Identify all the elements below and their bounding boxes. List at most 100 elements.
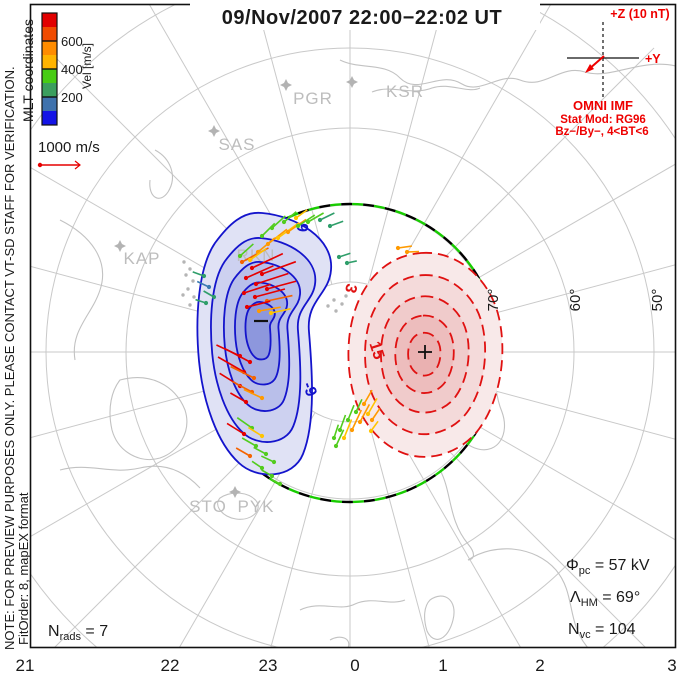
- velocity-vector-tail: [246, 300, 271, 308]
- imf-source-label: OMNI IMF: [573, 98, 633, 113]
- velocity-vector-dot: [268, 310, 274, 316]
- reference-vector-arrowhead: [74, 160, 81, 170]
- imf-model-label: Stat Mod: RG96: [560, 114, 646, 126]
- station-marker-icon: [208, 125, 220, 137]
- velocity-vector-dot: [368, 428, 374, 434]
- velocity-vector-tail: [283, 211, 297, 223]
- mlt-label-23: 23: [259, 656, 278, 674]
- velocity-vector-dot: [285, 229, 291, 235]
- unfit-data-dot: [186, 287, 190, 291]
- velocity-vector-dot: [341, 435, 347, 441]
- station-label-pyk: PYK: [237, 497, 274, 516]
- velocity-vector-dot: [327, 223, 333, 229]
- unfit-data-dot: [191, 279, 195, 283]
- mlt-meridian: [384, 5, 551, 292]
- colorbar-segment: [42, 69, 57, 83]
- velocity-vector-dot: [241, 431, 247, 437]
- unfit-data-dot: [182, 260, 186, 264]
- colorbar-segments: [42, 13, 57, 125]
- velocity-vector-dot: [263, 451, 269, 457]
- velocity-vector-tail: [335, 429, 345, 447]
- velocity-vector-dot: [317, 217, 323, 223]
- velocity-vector-dot: [253, 443, 259, 449]
- velocity-vector-dot: [365, 411, 371, 417]
- velocity-vector-dot: [269, 225, 275, 231]
- velocity-vector-dot: [361, 401, 367, 407]
- velocity-vector-tail: [243, 388, 263, 399]
- velocity-vector-tail: [371, 407, 381, 421]
- station-marker-icon: [280, 79, 292, 91]
- velocity-vector-tail: [249, 247, 267, 261]
- velocity-vector-tail: [258, 306, 281, 312]
- unfit-data-dot: [340, 302, 344, 306]
- velocity-vector-tail: [243, 283, 271, 294]
- velocity-vector-tail: [239, 243, 254, 257]
- velocity-vector-tail: [235, 447, 251, 457]
- negative-potential-contour: [244, 300, 276, 361]
- velocity-vector-dot: [404, 249, 410, 255]
- unfit-data-dot: [188, 267, 192, 271]
- fit-order-note: FitOrder: 8, mapEX format: [16, 492, 31, 645]
- unfit-data-dot: [334, 309, 338, 313]
- plot-title: 09/Nov/2007 22:00−22:02 UT: [222, 7, 502, 29]
- colorbar-segment: [42, 111, 57, 125]
- velocity-vector-dot: [295, 223, 301, 229]
- mlt-coordinates-note: MLT coordinates: [20, 19, 36, 122]
- colorbar-tick-200: 200: [61, 90, 83, 105]
- velocity-vector-tail: [307, 212, 324, 223]
- velocity-vector-tail: [271, 215, 286, 229]
- station-marker-icon: [114, 240, 126, 252]
- velocity-vector-dot: [239, 259, 245, 265]
- velocity-vector-dot: [269, 473, 275, 479]
- hm-boundary-latitude: ΛHM = 69°: [570, 589, 640, 609]
- velocity-vector-dot: [265, 241, 271, 247]
- velocity-vector-tail: [347, 404, 355, 421]
- mlt-label-22: 22: [161, 656, 180, 674]
- contour-label: 15: [365, 340, 387, 362]
- lat-label-70: 70°: [485, 289, 502, 312]
- velocity-vector-tail: [297, 214, 316, 227]
- velocity-vector-dot: [252, 294, 258, 300]
- nrads-value: Nrads = 7: [48, 623, 108, 643]
- velocity-vector-tail: [397, 245, 412, 249]
- station-label-sas: SAS: [218, 135, 255, 154]
- unfit-data-dot: [184, 273, 188, 277]
- velocity-vector-tail: [329, 220, 344, 227]
- colorbar-tick-400: 400: [61, 62, 83, 77]
- velocity-vector-tail: [224, 348, 251, 363]
- colorbar-segment: [42, 41, 57, 55]
- station-marker-icon: [346, 76, 358, 88]
- reference-vector-label: 1000 m/s: [38, 139, 100, 156]
- velocity-vector-tail: [226, 422, 245, 435]
- velocity-vector-dot: [395, 245, 401, 251]
- mlt-meridian: [367, 5, 444, 285]
- imf-conditions-label: Bz−/By−, 4<BT<6: [555, 126, 648, 138]
- velocity-vector-dot: [259, 395, 265, 401]
- station-label-kap: KAP: [123, 249, 160, 268]
- station-label-pgr: PGR: [293, 89, 333, 108]
- velocity-vector-dot: [243, 399, 249, 405]
- contour-label: 9: [293, 222, 311, 232]
- unfit-data-dot: [332, 298, 336, 302]
- velocity-vectors: [181, 209, 420, 487]
- velocity-vector-tail: [270, 308, 291, 314]
- velocity-colorbar: 600 400 200 Vel [m/s]: [41, 12, 94, 126]
- mlt-label-2: 2: [535, 656, 544, 674]
- velocity-vector-dot: [259, 271, 265, 277]
- velocity-vector-dot: [244, 304, 250, 310]
- velocity-vector-dot: [349, 427, 355, 433]
- velocity-vector-dot: [253, 281, 259, 287]
- velocity-vector-tail: [359, 403, 371, 423]
- velocity-vector-tail: [261, 260, 297, 275]
- velocity-vector-tail: [232, 380, 253, 393]
- colorbar-segment: [42, 13, 57, 27]
- colorbar-segment: [42, 55, 57, 69]
- imf-dial: +Z (10 nT) +Y OMNI IMF Stat Mod: RG96 Bz…: [555, 7, 669, 138]
- velocity-vector-dot: [259, 433, 265, 439]
- velocity-vector-tail: [245, 265, 274, 279]
- velocity-vector-dot: [249, 265, 255, 271]
- fit-statistics: Nrads = 7 Φpc = 57 kV ΛHM = 69° Nvc = 10…: [48, 557, 650, 643]
- velocity-vector-tail: [196, 280, 210, 288]
